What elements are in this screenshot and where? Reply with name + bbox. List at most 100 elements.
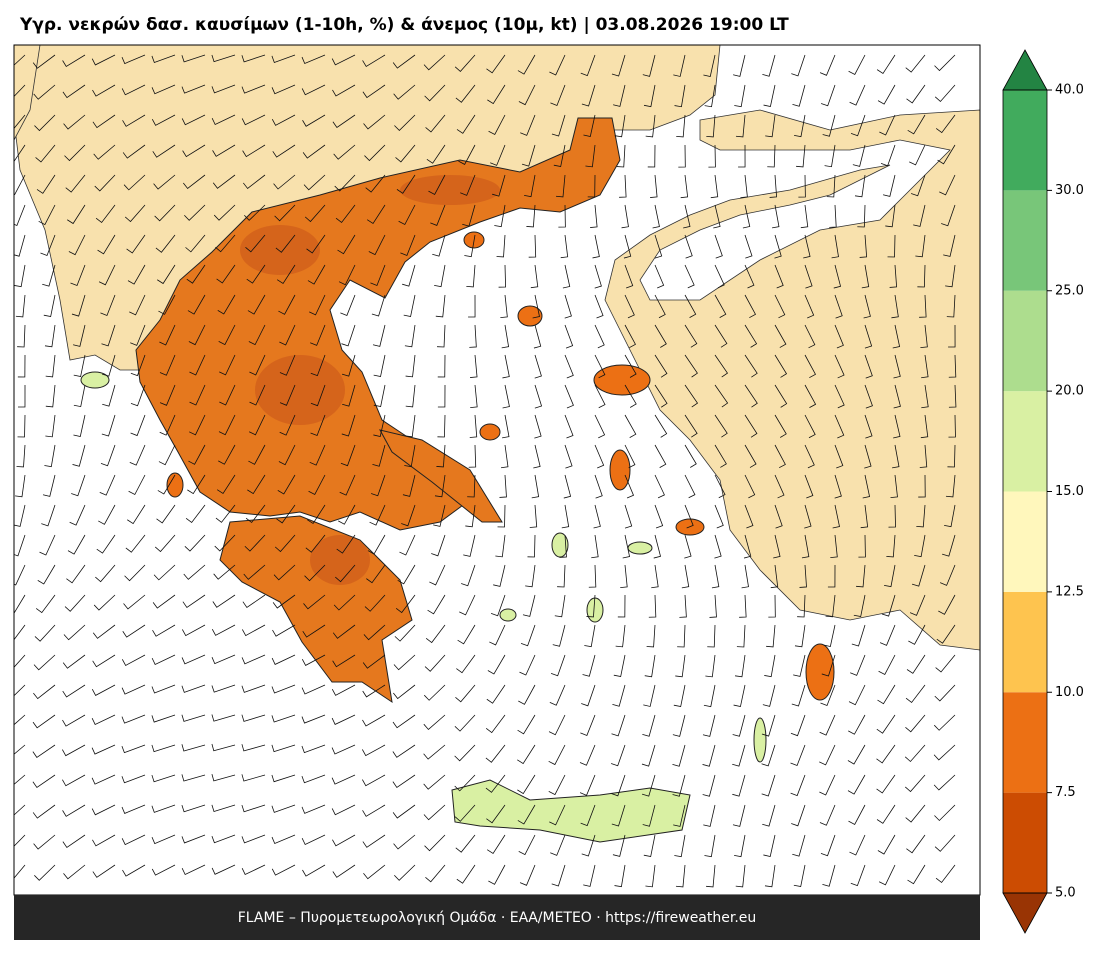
- wind-barb: [433, 504, 446, 527]
- wind-barb: [741, 564, 749, 589]
- wind-barb: [154, 534, 176, 553]
- wind-barb: [341, 354, 356, 377]
- wind-barb: [684, 324, 698, 348]
- wind-barb: [14, 204, 26, 226]
- wind-barb: [793, 654, 806, 677]
- wind-barb: [774, 384, 788, 408]
- wind-barb: [879, 624, 896, 646]
- wind-barb: [684, 354, 698, 378]
- wind-barb: [14, 864, 26, 879]
- wind-barb: [366, 204, 386, 225]
- wind-barb: [373, 354, 386, 378]
- wind-barb: [95, 564, 116, 583]
- wind-barb: [15, 294, 26, 318]
- wind-barb: [181, 744, 206, 752]
- wind-barb: [122, 144, 146, 159]
- wind-barb: [152, 624, 176, 637]
- wind-barb: [398, 204, 416, 226]
- wind-barb: [934, 84, 956, 103]
- wind-barb: [735, 114, 746, 138]
- wind-barb: [306, 234, 326, 254]
- wind-barb: [876, 804, 896, 824]
- wind-barb: [159, 324, 176, 346]
- wind-barb: [801, 534, 810, 559]
- wind-barb: [212, 144, 236, 157]
- wind-barb: [424, 84, 446, 102]
- wind-barb: [744, 354, 758, 378]
- wind-barb: [913, 204, 926, 227]
- wind-barb: [14, 774, 26, 785]
- wind-barb: [362, 714, 386, 727]
- wind-barb: [454, 714, 476, 732]
- wind-barb: [934, 804, 956, 822]
- wind-barb: [301, 834, 326, 846]
- wind-barb: [888, 504, 896, 528]
- wind-barb: [14, 564, 26, 586]
- wind-barb: [302, 144, 326, 159]
- wind-barb: [67, 204, 86, 225]
- wind-barb: [684, 504, 694, 529]
- wind-barb: [308, 474, 326, 496]
- wind-barb: [122, 114, 146, 127]
- wind-barb: [463, 534, 476, 557]
- wind-barb: [331, 54, 356, 66]
- wind-barb: [459, 594, 476, 616]
- wind-barb: [241, 804, 266, 813]
- wind-barb: [773, 534, 781, 559]
- wind-barb: [392, 714, 416, 729]
- wind-barb: [494, 204, 506, 228]
- wind-barb: [487, 84, 506, 105]
- wind-barb: [181, 114, 206, 126]
- wind-barb: [564, 444, 573, 469]
- wind-barb: [714, 354, 729, 378]
- wind-barb: [905, 54, 926, 73]
- wind-barb: [403, 294, 416, 318]
- wind-barb: [301, 654, 326, 666]
- wind-barb: [306, 504, 326, 525]
- wind-barb: [92, 864, 116, 878]
- wind-barb: [858, 534, 866, 558]
- wind-barb: [624, 264, 634, 289]
- wind-barb: [876, 714, 896, 734]
- wind-barb: [713, 204, 721, 229]
- wind-barb: [624, 474, 635, 499]
- wind-barb: [159, 414, 176, 436]
- wind-barb: [371, 294, 386, 317]
- wind-barb: [212, 174, 236, 189]
- wind-barb: [915, 234, 926, 258]
- wind-barb: [946, 294, 956, 318]
- wind-barb: [642, 54, 656, 77]
- wind-barb: [849, 84, 866, 106]
- wind-barb: [933, 744, 956, 761]
- wind-barb: [185, 234, 206, 253]
- wind-barb: [14, 534, 26, 557]
- wind-barb: [848, 54, 866, 76]
- wind-barb: [848, 684, 866, 706]
- wind-barb: [181, 864, 206, 876]
- wind-barb: [620, 564, 628, 588]
- colorbar-tick-label: 5.0: [1055, 886, 1076, 901]
- wind-barb: [792, 84, 806, 107]
- wind-barb: [485, 774, 506, 793]
- wind-barb: [309, 444, 326, 466]
- wind-barb: [948, 324, 956, 348]
- wind-barb: [470, 384, 478, 408]
- wind-barb: [271, 864, 296, 876]
- wind-barb: [860, 504, 869, 529]
- wind-barb: [774, 474, 785, 499]
- wind-barb: [276, 504, 296, 524]
- wind-barb: [880, 144, 896, 167]
- wind-barb: [425, 114, 446, 133]
- wind-barb: [68, 234, 86, 256]
- wind-barb: [151, 744, 176, 753]
- wind-barb: [610, 744, 626, 767]
- wind-barb: [211, 743, 236, 752]
- wind-barb: [763, 834, 776, 857]
- wind-barb: [821, 654, 836, 677]
- wind-barb: [211, 684, 236, 693]
- wind-barb: [825, 594, 836, 618]
- wind-barb: [247, 294, 266, 315]
- wind-barb: [121, 54, 146, 65]
- wind-barb: [907, 864, 926, 885]
- wind-barb: [158, 294, 176, 315]
